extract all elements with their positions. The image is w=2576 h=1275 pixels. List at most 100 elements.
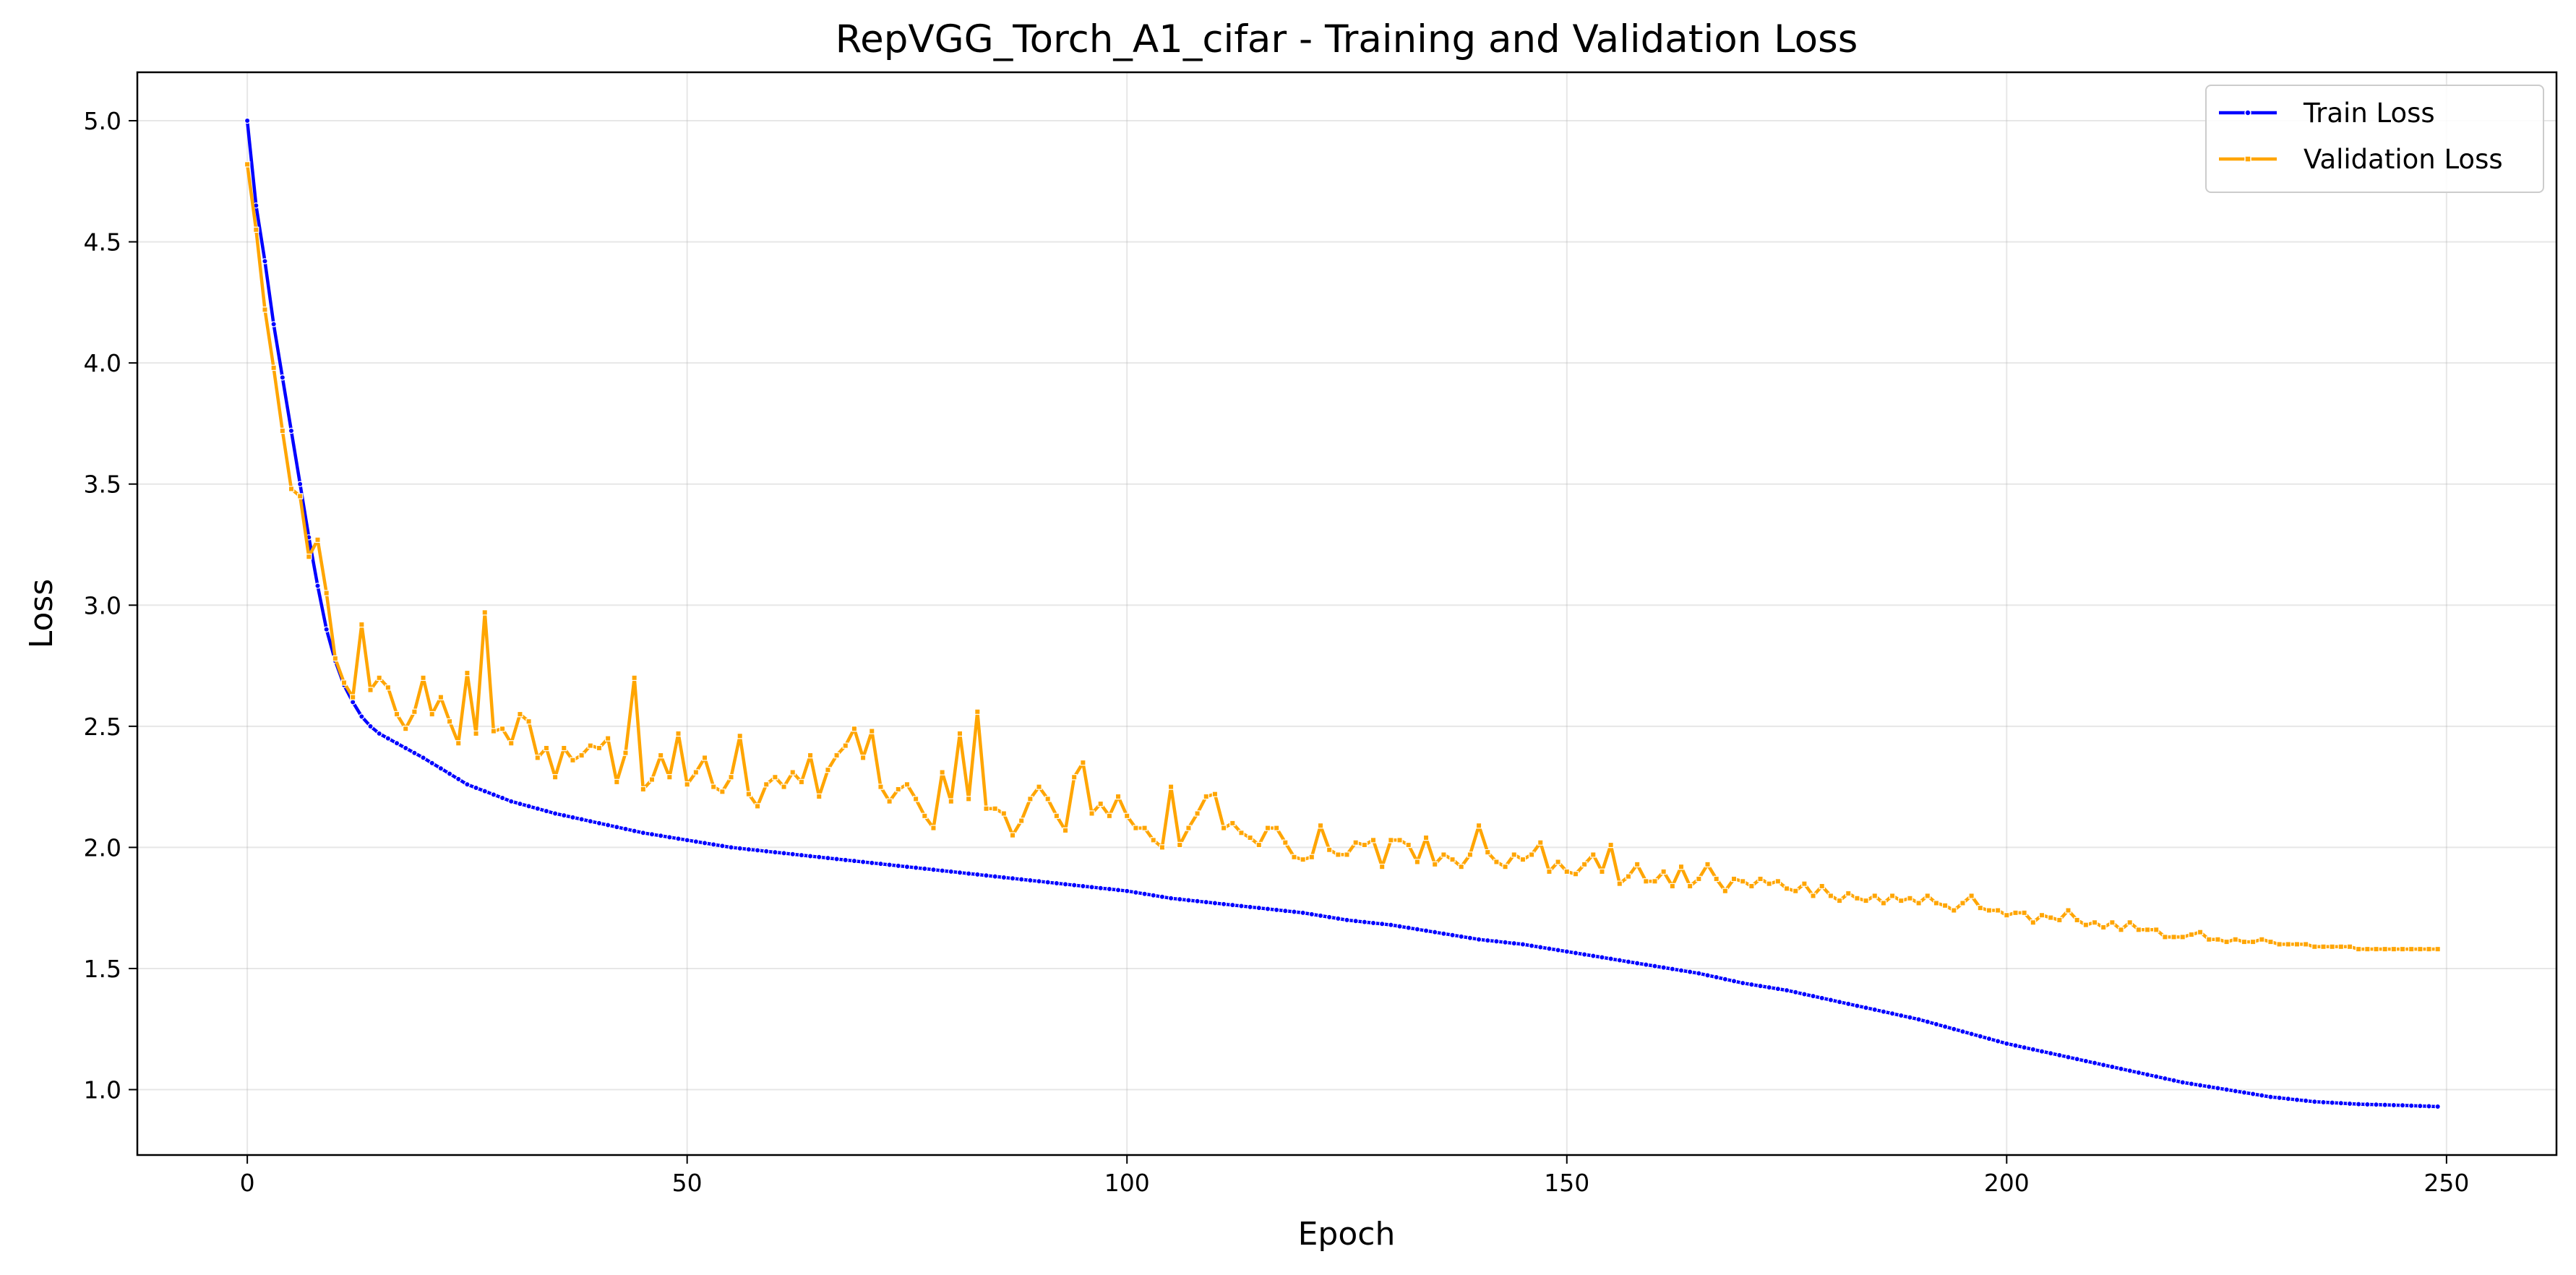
y-tick-label: 4.5 (84, 228, 121, 257)
data-point (1704, 972, 1711, 979)
data-point (2346, 1100, 2353, 1107)
chart-title: RepVGG_Torch_A1_cifar - Training and Val… (836, 17, 1858, 61)
data-point (737, 733, 743, 739)
data-point (2118, 1065, 2124, 1072)
data-point (2293, 941, 2301, 948)
x-tick-label: 250 (2423, 1169, 2469, 1197)
data-point (1757, 982, 1764, 989)
data-point (429, 711, 435, 718)
data-point (1590, 953, 1597, 959)
data-point (1519, 941, 1527, 948)
data-point (1511, 940, 1517, 947)
data-point (1793, 989, 1799, 995)
series-train-loss (244, 117, 2441, 1110)
data-point (437, 765, 445, 772)
data-point (1432, 929, 1438, 935)
data-point (869, 728, 875, 734)
data-point (517, 711, 523, 718)
data-point (701, 755, 708, 761)
data-point (1774, 878, 1782, 885)
data-point (974, 708, 981, 715)
series-validation-loss (244, 161, 2441, 953)
data-point (1669, 966, 1676, 972)
data-point (781, 784, 787, 790)
data-point (323, 590, 330, 596)
data-point (1757, 875, 1764, 883)
data-point (587, 818, 594, 825)
data-point (1273, 906, 1280, 914)
data-point (2267, 1094, 2274, 1100)
data-point (1238, 830, 1245, 836)
data-point (464, 781, 471, 788)
data-point (2171, 1077, 2177, 1083)
data-point (2215, 1085, 2221, 1091)
plot-frame (136, 71, 2558, 1156)
data-point (2144, 927, 2151, 933)
data-point (1194, 898, 1201, 904)
data-point (2337, 943, 2345, 950)
data-point (1581, 951, 1588, 958)
data-point (1827, 893, 1834, 899)
data-point (314, 536, 321, 543)
data-point (1396, 837, 1403, 843)
data-point (1643, 878, 1649, 885)
data-point (481, 609, 488, 616)
data-point (1801, 880, 1808, 887)
data-point (367, 687, 374, 693)
data-point (1282, 907, 1289, 914)
data-point (789, 851, 796, 857)
data-point (675, 836, 682, 842)
data-point (710, 784, 717, 790)
data-point (895, 862, 901, 870)
data-point (1308, 854, 1315, 860)
data-point (1458, 933, 1464, 940)
data-point (983, 872, 989, 879)
data-point (833, 752, 840, 759)
data-point (922, 865, 928, 872)
data-point (1247, 834, 1253, 841)
data-point (1563, 868, 1570, 875)
y-tick-label: 3.0 (84, 591, 121, 619)
data-point (2162, 1075, 2168, 1082)
data-point (1027, 877, 1034, 884)
data-point (2215, 936, 2221, 943)
data-point (2179, 1079, 2186, 1086)
data-point (455, 740, 462, 747)
data-point (631, 674, 637, 682)
data-point (2249, 938, 2257, 945)
data-point (2355, 945, 2362, 953)
data-point (1467, 935, 1474, 941)
data-point (983, 805, 989, 812)
data-point (2206, 936, 2212, 943)
data-point (2390, 1102, 2397, 1109)
data-point (754, 847, 761, 854)
data-point (2056, 916, 2063, 924)
data-point (772, 774, 778, 781)
data-point (1502, 939, 1508, 945)
data-point (781, 850, 787, 857)
data-point (1766, 984, 1772, 991)
data-point (2091, 1060, 2098, 1066)
data-point (2417, 1102, 2423, 1109)
data-point (939, 867, 945, 874)
data-point (956, 730, 963, 737)
data-point (1247, 903, 1253, 911)
data-point (965, 870, 972, 877)
data-point (1994, 907, 2001, 914)
data-point (1546, 868, 1553, 875)
data-point (912, 796, 919, 802)
data-point (1361, 919, 1368, 925)
data-point (1167, 895, 1175, 901)
data-point (393, 740, 400, 747)
data-point (1502, 864, 1508, 870)
data-point (2100, 924, 2107, 931)
data-point (1018, 817, 1025, 824)
data-point (551, 810, 559, 817)
data-point (596, 820, 603, 827)
data-point (825, 766, 831, 773)
data-point (692, 838, 700, 845)
data-point (1845, 890, 1852, 897)
data-point (1335, 851, 1341, 858)
data-point (517, 800, 523, 807)
